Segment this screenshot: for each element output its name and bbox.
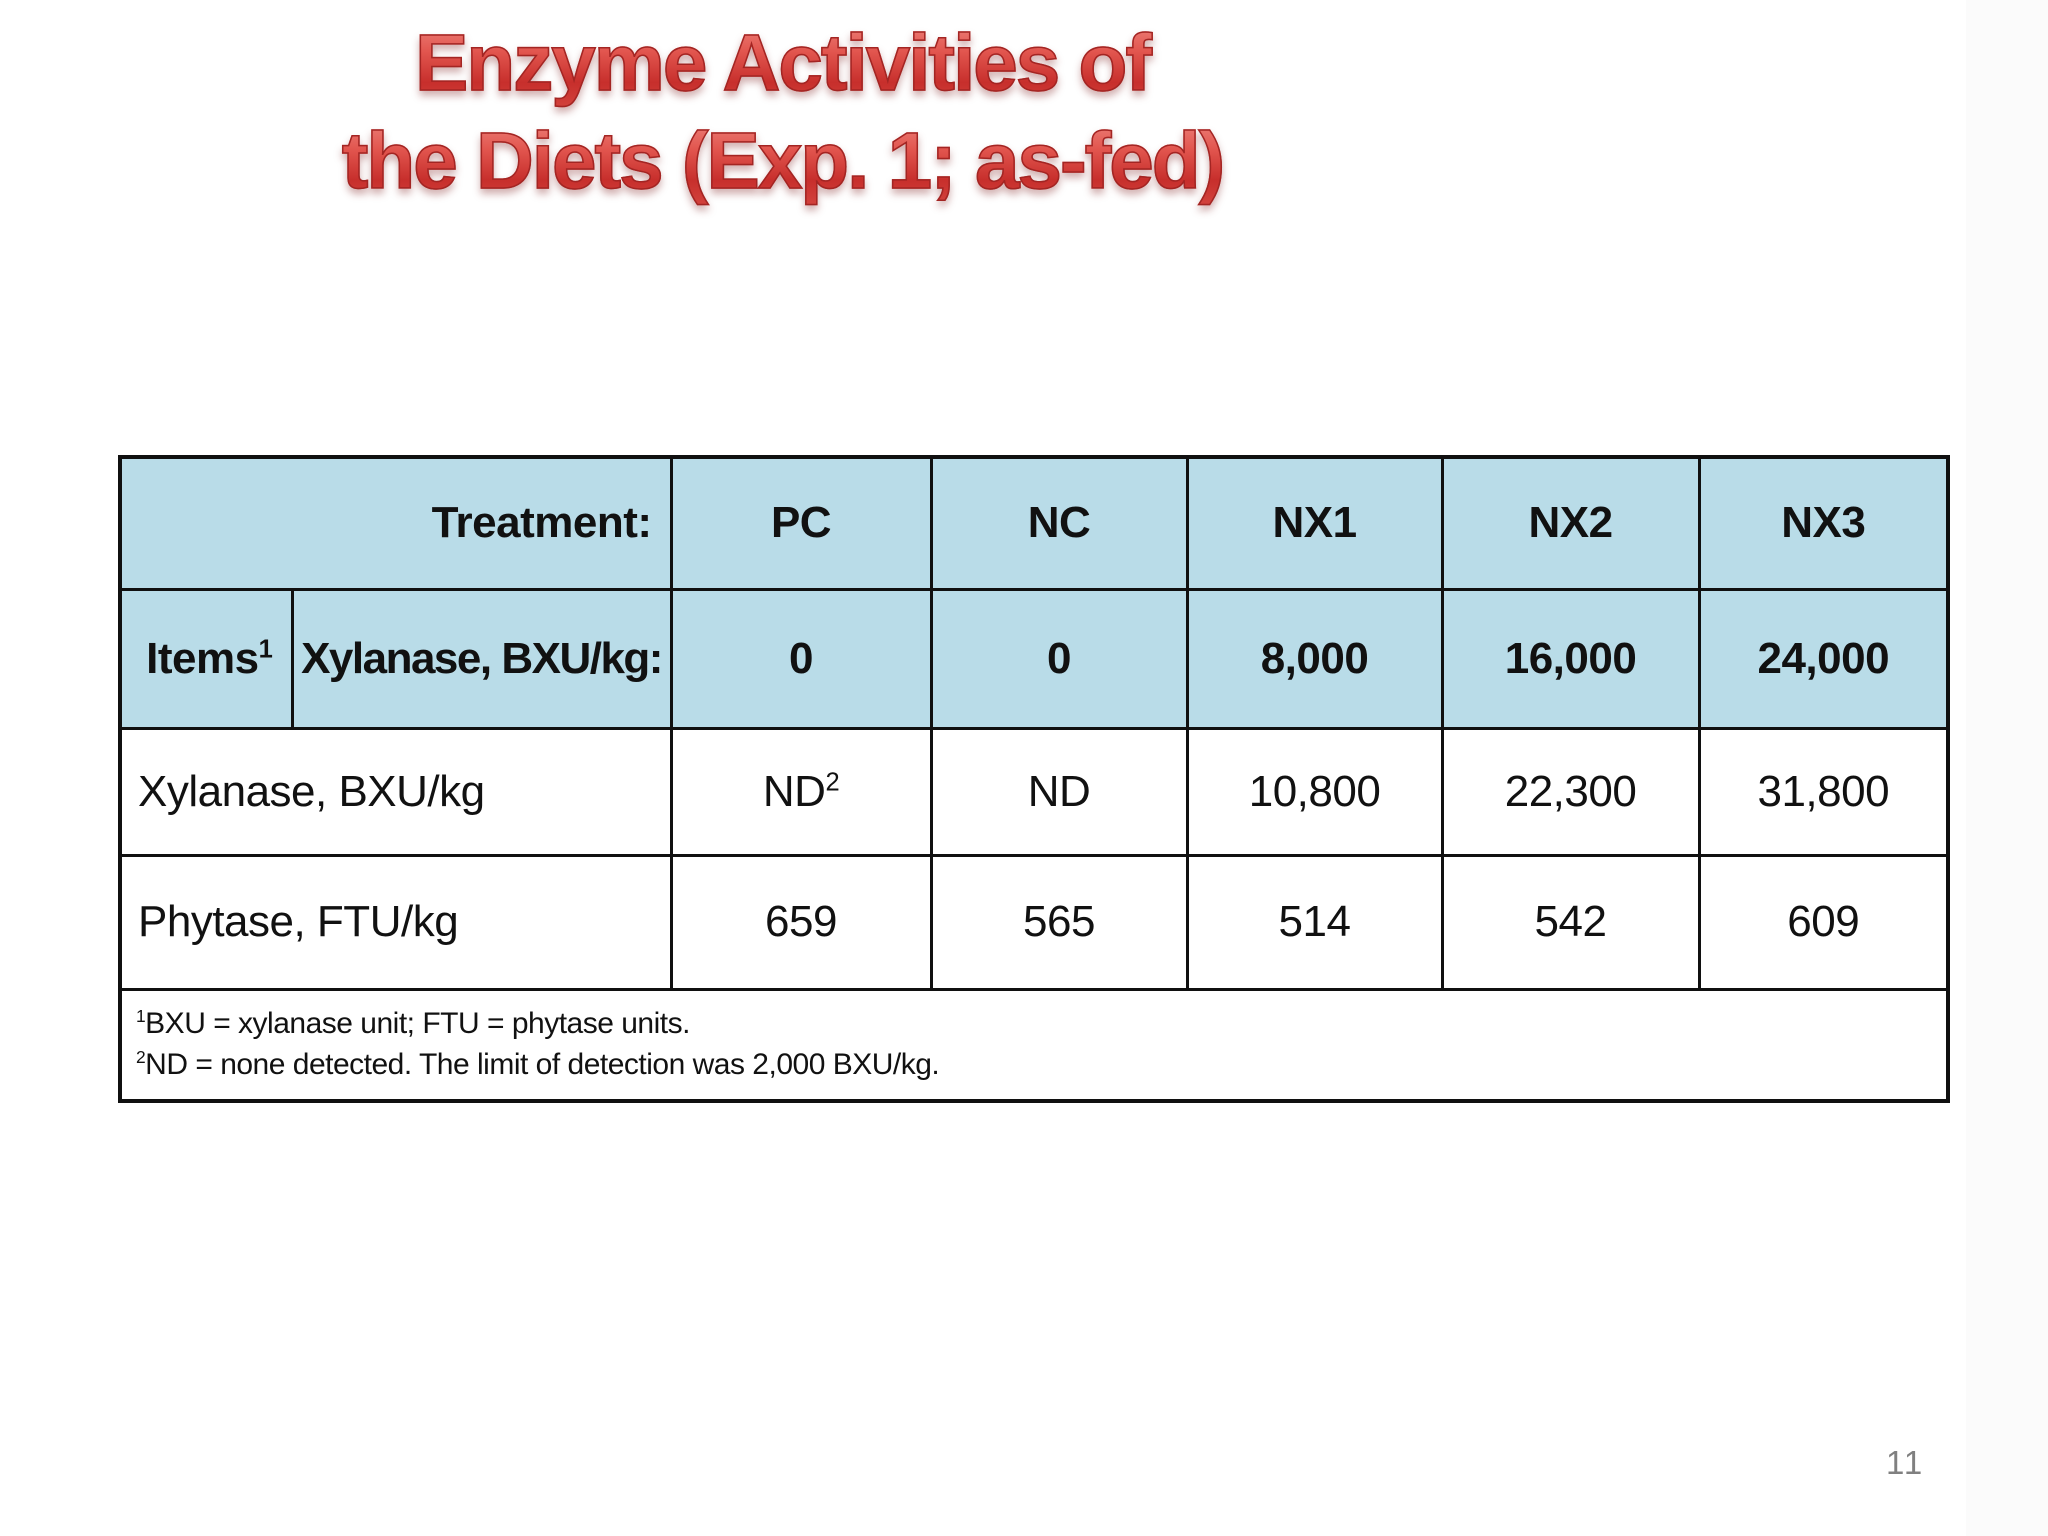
title-line-2: the Diets (Exp. 1; as-fed) [0,112,1565,210]
xylanase-value-nx1: 10,800 [1185,726,1444,857]
enzyme-activities-table: Treatment: PC NC NX1 NX2 NX3 Items1 Xyla… [118,455,1951,1104]
header-row-treatments: Treatment: PC NC NX1 NX2 NX3 [118,455,1950,591]
phytase-value-nc: 565 [929,853,1189,991]
footnote-2: 2ND = none detected. The limit of detect… [136,1044,1932,1085]
column-header-nx2: NX2 [1440,455,1701,591]
footnotes-cell: 1BXU = xylanase unit; FTU = phytase unit… [118,987,1950,1103]
data-row-xylanase: Xylanase, BXU/kg ND2 ND 10,800 22,300 31… [118,726,1950,857]
column-header-nx1: NX1 [1185,455,1444,591]
dose-row-label-cell: Xylanase, BXU/kg: [290,587,673,730]
footnote-1: 1BXU = xylanase unit; FTU = phytase unit… [136,1003,1932,1044]
viewer-edge-strip [1966,0,2048,1536]
dose-value-nc: 0 [929,587,1189,730]
xylanase-row-label: Xylanase, BXU/kg [118,726,673,857]
dose-value-nx1: 8,000 [1185,587,1444,730]
items-superscript: 1 [258,634,273,663]
title-line-1: Enzyme Activities of [0,14,1565,112]
items-header-cell: Items1 [118,587,294,730]
header-row-doses: Items1 Xylanase, BXU/kg: 0 0 8,000 16,00… [118,587,1950,730]
xylanase-value-nc: ND [929,726,1189,857]
xylanase-value-nx2: 22,300 [1440,726,1701,857]
data-row-phytase: Phytase, FTU/kg 659 565 514 542 609 [118,853,1950,991]
column-header-nc: NC [929,455,1189,591]
page-number: 11 [1886,1444,1925,1481]
xylanase-value-pc: ND2 [669,726,933,857]
nd-superscript: 2 [825,767,840,796]
phytase-value-nx1: 514 [1185,853,1444,991]
slide-title: Enzyme Activities of the Diets (Exp. 1; … [0,14,1565,209]
phytase-value-nx3: 609 [1697,853,1950,991]
footnote-row: 1BXU = xylanase unit; FTU = phytase unit… [118,987,1950,1103]
dose-value-nx3: 24,000 [1697,587,1950,730]
xylanase-value-nx3: 31,800 [1697,726,1950,857]
value-text: ND [762,766,826,816]
items-label: Items [146,633,259,683]
dose-value-pc: 0 [669,587,933,730]
treatment-corner-label: Treatment: [118,455,673,591]
phytase-value-pc: 659 [669,853,933,991]
column-header-pc: PC [669,455,933,591]
footnote-1-superscript: 1 [136,1005,146,1026]
column-header-nx3: NX3 [1697,455,1950,591]
dose-value-nx2: 16,000 [1440,587,1701,730]
footnote-1-text: BXU = xylanase unit; FTU = phytase units… [145,1006,690,1040]
footnote-2-text: ND = none detected. The limit of detecti… [145,1047,940,1081]
phytase-row-label: Phytase, FTU/kg [118,853,673,991]
phytase-value-nx2: 542 [1440,853,1701,991]
footnote-2-superscript: 2 [136,1046,146,1067]
